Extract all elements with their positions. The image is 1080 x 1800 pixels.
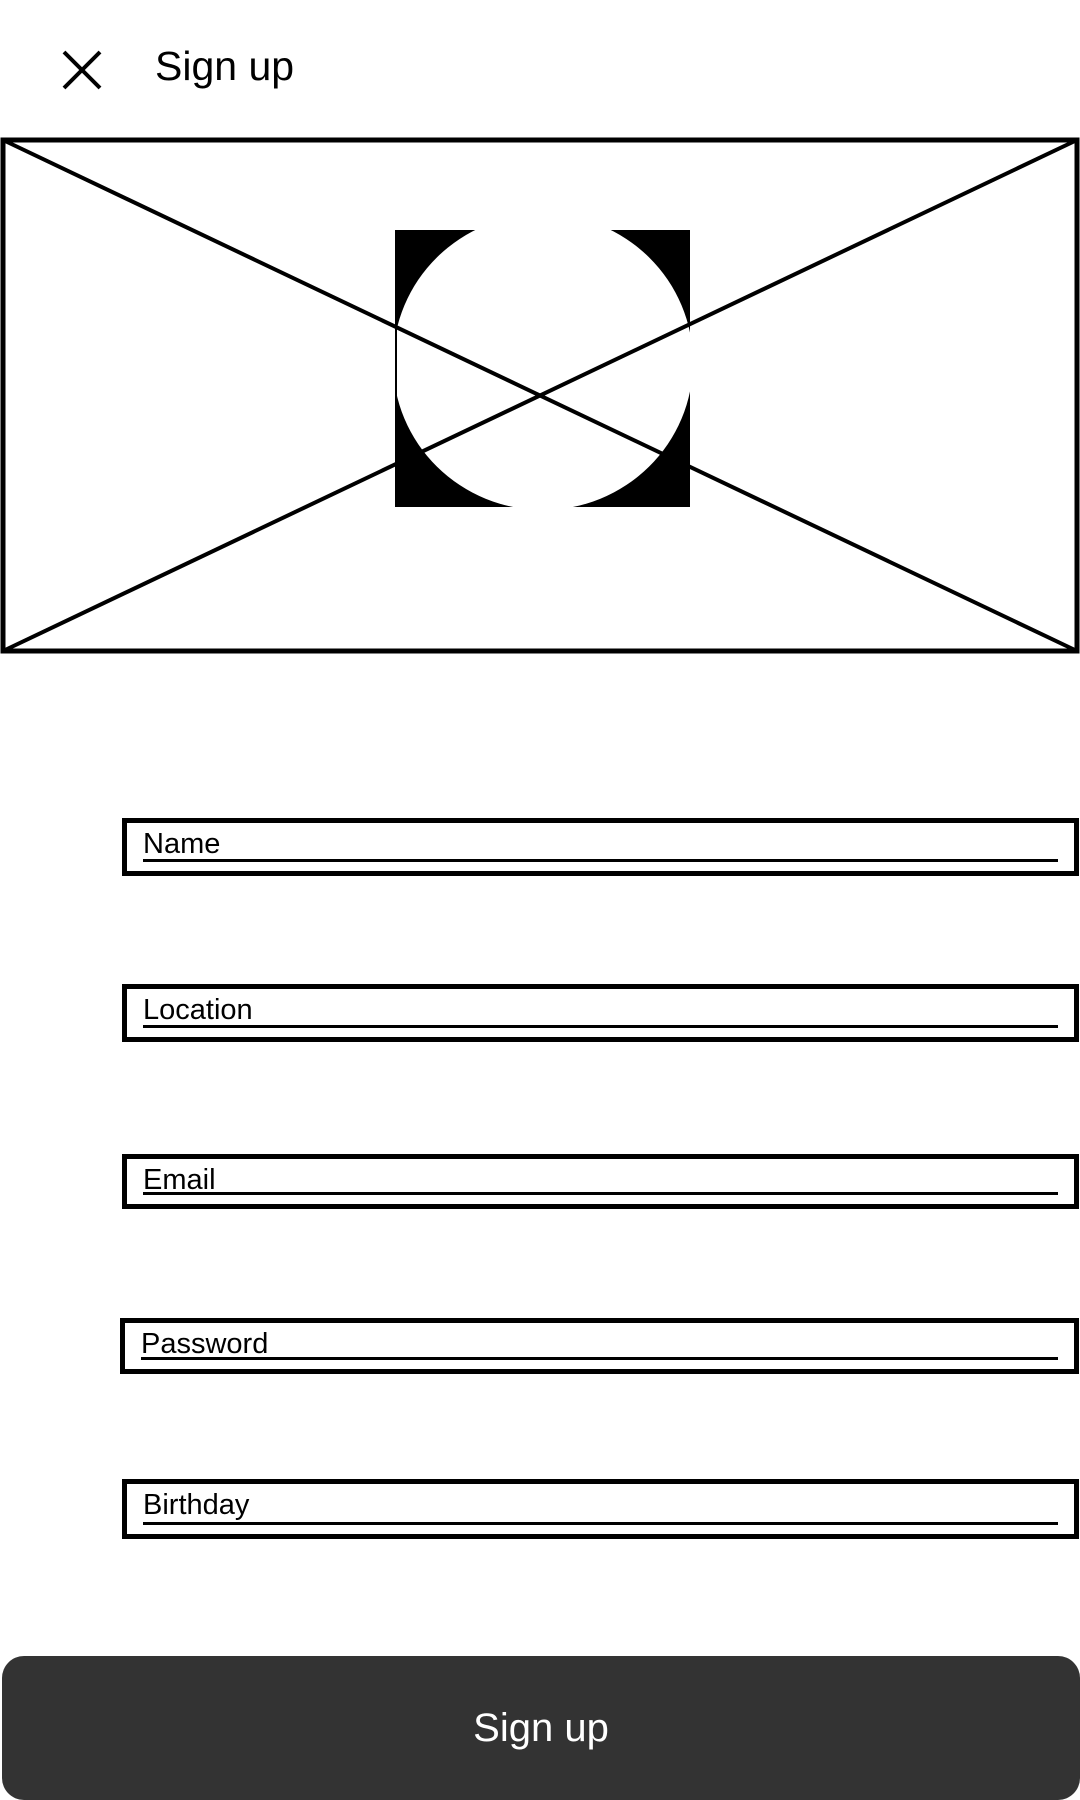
- close-icon: [62, 50, 102, 90]
- email-underline: [143, 1192, 1058, 1195]
- location-label: Location: [143, 994, 253, 1026]
- birthday-field[interactable]: Birthday: [122, 1479, 1079, 1539]
- birthday-underline: [143, 1522, 1058, 1525]
- email-label: Email: [143, 1164, 216, 1196]
- name-underline: [143, 859, 1058, 862]
- location-field[interactable]: Location: [122, 984, 1079, 1042]
- password-underline: [141, 1357, 1058, 1360]
- email-field[interactable]: Email: [122, 1154, 1079, 1209]
- name-field[interactable]: Name: [122, 818, 1079, 876]
- password-label: Password: [141, 1328, 269, 1360]
- password-field[interactable]: Password: [120, 1318, 1079, 1374]
- name-label: Name: [143, 828, 221, 860]
- page-title: Sign up: [155, 43, 295, 89]
- sign-up-button[interactable]: Sign up: [2, 1656, 1080, 1800]
- close-button[interactable]: [52, 40, 112, 100]
- image-placeholder-icon: [393, 214, 693, 510]
- location-underline: [143, 1025, 1058, 1028]
- hero-image-placeholder: [0, 137, 1080, 654]
- birthday-label: Birthday: [143, 1489, 250, 1521]
